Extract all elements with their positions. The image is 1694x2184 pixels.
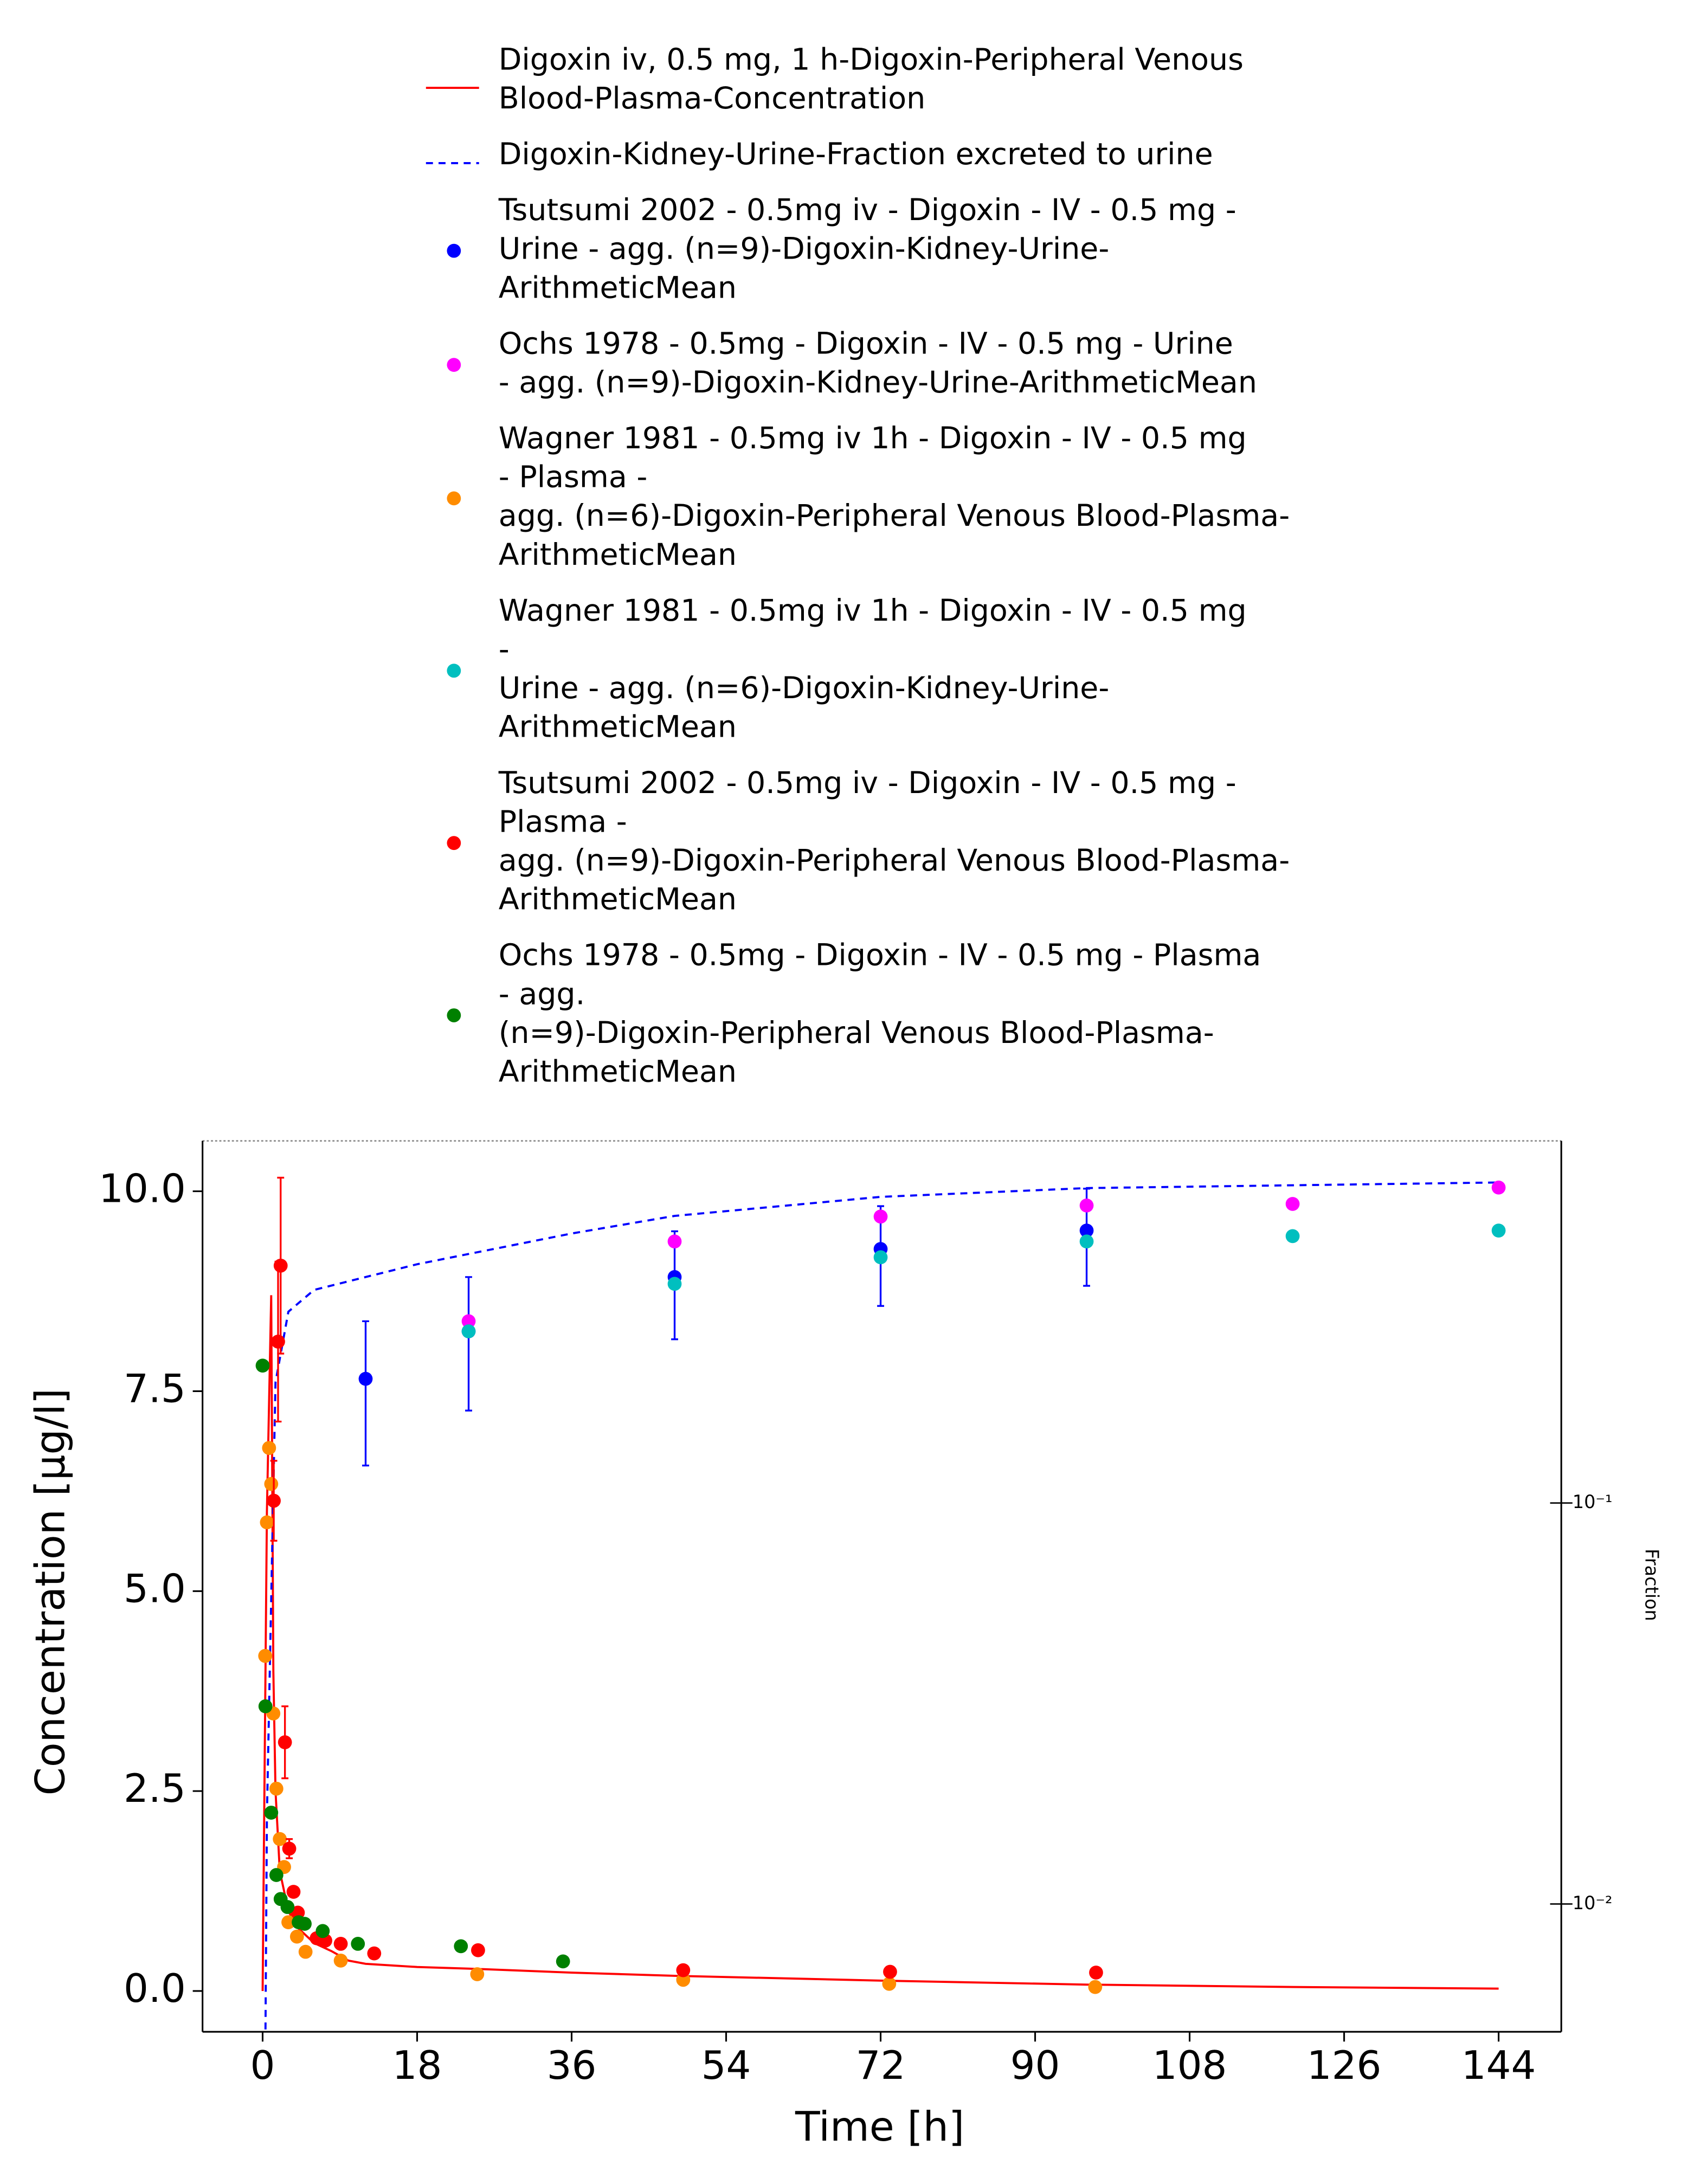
data-point: [264, 1477, 279, 1491]
data-point: [471, 1943, 485, 1957]
legend-label: Wagner 1981 - 0.5mg iv 1h - Digoxin - IV…: [499, 594, 1247, 745]
legend-marker: [447, 836, 461, 851]
data-point: [1089, 1966, 1103, 1980]
y-tick-label: 0.0: [124, 1966, 186, 2012]
data-point: [280, 1900, 295, 1914]
data-point: [273, 1832, 287, 1846]
y-tick-label: 5.0: [124, 1566, 186, 1612]
data-point: [271, 1335, 285, 1349]
data-point: [286, 1885, 301, 1899]
data-point: [461, 1324, 476, 1338]
data-point: [1285, 1229, 1300, 1244]
data-point: [298, 1917, 312, 1931]
data-point: [1088, 1980, 1103, 1994]
x-tick-label: 18: [392, 2043, 442, 2089]
data-point: [273, 1258, 288, 1273]
series-line: [264, 1181, 1499, 2032]
legend: Digoxin iv, 0.5 mg, 1 h-Digoxin-Peripher…: [426, 42, 1290, 1090]
data-point: [1079, 1234, 1094, 1249]
data-point: [315, 1924, 330, 1938]
x-tick-label: 144: [1461, 2043, 1536, 2089]
data-point: [1079, 1198, 1094, 1213]
data-point: [258, 1699, 273, 1713]
data-point: [258, 1648, 273, 1663]
legend-label: Digoxin-Kidney-Urine-Fraction excreted t…: [499, 137, 1213, 172]
data-point: [289, 1929, 304, 1944]
legend-marker: [447, 358, 461, 372]
data-point: [282, 1841, 297, 1856]
legend-label: Wagner 1981 - 0.5mg iv 1h - Digoxin - IV…: [499, 421, 1290, 572]
data-point: [333, 1937, 348, 1951]
data-point: [556, 1954, 570, 1969]
x-tick-label: 90: [1010, 2043, 1060, 2089]
x-tick-label: 126: [1307, 2043, 1382, 2089]
data-point: [278, 1735, 292, 1750]
data-point: [358, 1371, 373, 1386]
legend-label: Tsutsumi 2002 - 0.5mg iv - Digoxin - IV …: [498, 766, 1290, 917]
x-tick-label: 0: [250, 2043, 275, 2089]
legend-marker: [447, 491, 461, 506]
legend-marker: [447, 243, 461, 258]
x-tick-label: 72: [856, 2043, 906, 2089]
legend-label: Digoxin iv, 0.5 mg, 1 h-Digoxin-Peripher…: [499, 42, 1244, 116]
data-point: [298, 1944, 313, 1959]
plot-area: [255, 1176, 1506, 2032]
data-point: [267, 1493, 281, 1508]
data-point: [269, 1781, 284, 1796]
data-point: [367, 1946, 382, 1961]
y2-tick-label: 10⁻¹: [1573, 1491, 1613, 1512]
legend-marker: [447, 1008, 461, 1022]
data-point: [255, 1358, 270, 1373]
data-point: [269, 1868, 284, 1882]
legend-label: Ochs 1978 - 0.5mg - Digoxin - IV - 0.5 m…: [499, 326, 1257, 400]
legend-marker: [447, 663, 461, 678]
error-bar: [465, 1276, 472, 1412]
x-tick-label: 54: [701, 2043, 751, 2089]
data-point: [873, 1250, 888, 1265]
y-tick-label: 2.5: [124, 1766, 186, 1812]
data-point: [1079, 1223, 1094, 1238]
data-point: [1491, 1223, 1506, 1238]
data-point: [1491, 1180, 1506, 1195]
data-point: [1285, 1197, 1300, 1211]
data-point: [351, 1937, 365, 1951]
data-point: [676, 1973, 691, 1987]
y2-axis-label: Fraction: [1641, 1549, 1663, 1621]
data-point: [676, 1963, 691, 1977]
data-point: [333, 1954, 348, 1968]
data-point: [470, 1967, 485, 1981]
y-axis-label: Concentration [µg/l]: [27, 1388, 74, 1795]
y-tick-label: 10.0: [99, 1167, 186, 1212]
data-point: [264, 1806, 279, 1820]
data-point: [454, 1939, 468, 1954]
error-bar: [362, 1320, 369, 1467]
data-point: [260, 1515, 274, 1530]
y-tick-label: 7.5: [124, 1366, 186, 1412]
data-point: [461, 1314, 476, 1329]
data-point: [281, 1915, 295, 1929]
y2-tick-label: 10⁻²: [1573, 1892, 1613, 1914]
data-point: [262, 1441, 276, 1455]
data-point: [873, 1209, 888, 1224]
data-point: [883, 1964, 897, 1979]
x-axis-label: Time [h]: [795, 2103, 964, 2150]
data-point: [667, 1234, 682, 1249]
legend-label: Tsutsumi 2002 - 0.5mg iv - Digoxin - IV …: [498, 193, 1236, 305]
data-point: [667, 1277, 682, 1291]
x-tick-label: 36: [547, 2043, 597, 2089]
data-point: [882, 1976, 897, 1991]
legend-label: Ochs 1978 - 0.5mg - Digoxin - IV - 0.5 m…: [499, 938, 1261, 1090]
x-tick-label: 108: [1152, 2043, 1227, 2089]
